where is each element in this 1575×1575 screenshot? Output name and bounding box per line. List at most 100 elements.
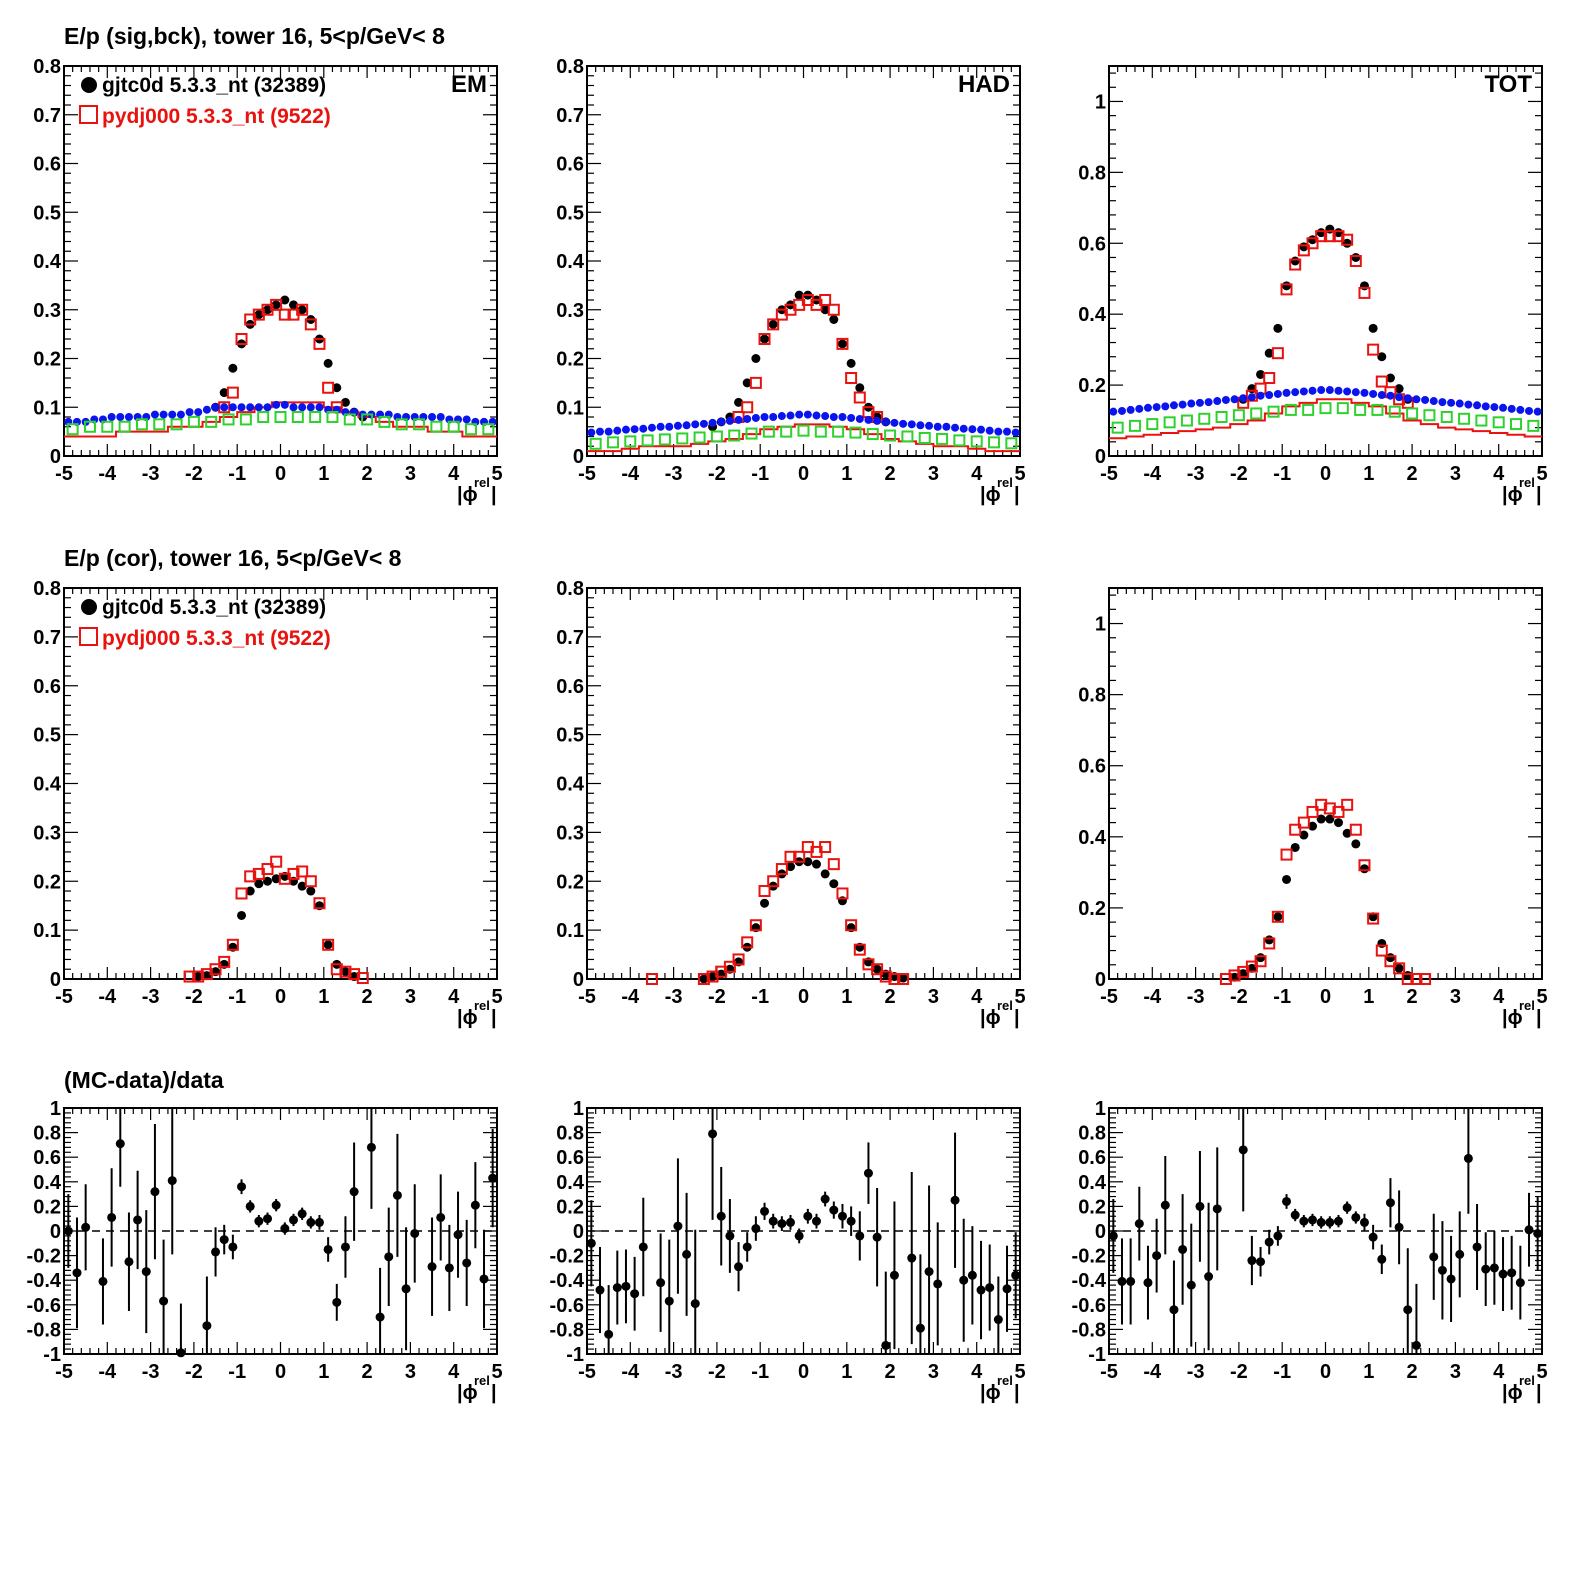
- mc-background-point: [1336, 402, 1349, 415]
- background-point: [855, 414, 864, 423]
- data-point: [1282, 874, 1292, 884]
- y-tick-label: 0.8: [33, 1123, 61, 1145]
- mc-background-point: [239, 413, 252, 426]
- mc-point: [1401, 973, 1414, 985]
- mc-background-point: [135, 418, 148, 431]
- row2-heading: E/p (cor), tower 16, 5<p/GeV< 8: [64, 545, 402, 571]
- mc-background-point: [361, 413, 374, 426]
- x-tick-label: -4: [1143, 463, 1162, 485]
- background-point: [647, 423, 656, 432]
- background-point: [1317, 386, 1326, 395]
- x-tick-label: -3: [1187, 463, 1205, 485]
- y-tick-label: 0: [573, 1221, 584, 1243]
- x-tick-label: 1: [1363, 463, 1374, 485]
- background-point: [925, 421, 934, 430]
- panel-ratio-em: -5 -4 -3 -2 -1 0 1 2 3 4 5-1-0.8-0.6-0.4-0.200.20.…: [27, 1098, 503, 1404]
- legend-data-label: gjtc0d 5.3.3_nt (32389): [102, 596, 326, 619]
- series-group: [183, 855, 369, 985]
- row1-heading: E/p (sig,bck), tower 16, 5<p/GeV< 8: [64, 23, 445, 49]
- data-point: [1325, 814, 1335, 824]
- background-point: [462, 415, 471, 424]
- background-point: [263, 403, 272, 412]
- ratio-point: [488, 1173, 498, 1183]
- background-point: [899, 419, 908, 428]
- ratio-point: [1204, 1272, 1214, 1282]
- mc-point: [853, 391, 866, 404]
- mc-background-point: [797, 424, 810, 437]
- mc-background-point: [624, 435, 637, 448]
- background-point: [1334, 386, 1343, 395]
- background-point: [838, 413, 847, 421]
- x-tick-label: -4: [98, 986, 117, 1008]
- x-tick-label: 4: [1493, 463, 1505, 485]
- ratio-point: [115, 1139, 125, 1149]
- x-tick-label: 3: [405, 463, 416, 485]
- mc-point: [819, 841, 832, 854]
- y-tick-label: 0: [573, 446, 584, 468]
- y-tick-label: 0: [50, 446, 61, 468]
- mc-point: [261, 863, 274, 876]
- x-tick-label: 0: [1320, 463, 1331, 485]
- x-axis-title-end: |: [1014, 484, 1020, 506]
- y-tick-label: 0: [50, 1221, 61, 1243]
- mc-point: [845, 372, 858, 384]
- ratio-point: [427, 1262, 437, 1272]
- background-point: [1438, 398, 1447, 407]
- mc-background-point: [187, 415, 200, 428]
- x-tick-label: 3: [928, 1361, 939, 1383]
- x-tick-label: 5: [1014, 463, 1025, 485]
- y-tick-label: -0.2: [27, 1246, 61, 1268]
- y-tick-label: -0.8: [1072, 1319, 1106, 1341]
- x-tick-label: 2: [885, 986, 896, 1008]
- mc-point: [1289, 823, 1302, 836]
- y-tick-label: 0.2: [1078, 375, 1106, 397]
- y-tick-label: 0.8: [33, 578, 61, 600]
- mc-background-point: [1492, 416, 1505, 429]
- ratio-point: [1463, 1153, 1473, 1163]
- panel-cor-em: -5 -4 -3 -2 -1 0 1 2 3 4 5 0 0.1 0.2 0.3 0.4 0.5 0.6 0.7 0.…: [33, 578, 502, 1029]
- background-point: [1369, 389, 1378, 398]
- mc-point: [758, 333, 771, 345]
- mc-background-point: [745, 427, 758, 440]
- x-tick-label: -4: [1143, 986, 1162, 1008]
- data-point: [1264, 935, 1274, 945]
- background-point: [1178, 400, 1187, 409]
- legend-mc-label: pydj000 5.3.3_nt (9522): [102, 627, 331, 650]
- ratio-point: [803, 1211, 813, 1221]
- ratio-point: [1325, 1217, 1335, 1227]
- mc-background-point: [1302, 403, 1315, 416]
- y-tick-label: 0.6: [1078, 233, 1106, 255]
- x-tick-label: -2: [708, 1361, 726, 1383]
- x-tick-label: 3: [405, 986, 416, 1008]
- background-point: [1507, 404, 1516, 413]
- ratio-point: [690, 1299, 700, 1309]
- mc-background-point: [884, 429, 897, 442]
- x-tick-label: 0: [798, 1361, 809, 1383]
- data-point: [760, 334, 770, 344]
- mc-point: [339, 965, 352, 978]
- y-tick-label: -0.4: [550, 1270, 585, 1292]
- mc-point: [645, 973, 658, 985]
- ratio-point: [1238, 1145, 1248, 1155]
- y-tick-label: 0.7: [33, 627, 61, 649]
- ratio-point: [1178, 1244, 1188, 1254]
- mc-point: [749, 376, 762, 389]
- background-point: [1126, 405, 1135, 414]
- mc-background-point: [222, 413, 235, 426]
- background-point: [829, 413, 838, 421]
- mc-background-point: [326, 411, 339, 423]
- y-tick-label: -0.2: [1072, 1246, 1106, 1268]
- x-tick-label: 2: [1407, 986, 1418, 1008]
- ratio-point: [228, 1242, 238, 1252]
- background-point: [1221, 395, 1230, 404]
- data-point: [855, 383, 865, 393]
- x-tick-label: 1: [318, 463, 329, 485]
- y-tick-label: 0.6: [33, 154, 61, 176]
- background-point: [1325, 386, 1334, 395]
- mc-background-point: [1198, 412, 1211, 425]
- y-tick-label: 1: [1095, 91, 1106, 113]
- ratio-point: [1411, 1340, 1421, 1350]
- x-axis-title: |ϕ: [1502, 484, 1523, 506]
- background-point: [959, 424, 968, 433]
- background-point: [1152, 403, 1161, 412]
